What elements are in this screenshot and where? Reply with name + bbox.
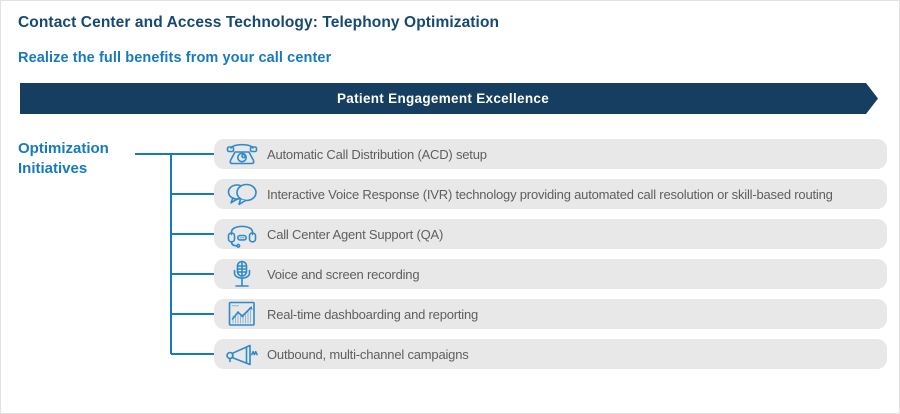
banner-label: Patient Engagement Excellence (336, 91, 550, 106)
initiative-row: Interactive Voice Response (IVR) technol… (214, 179, 887, 209)
initiative-label: Voice and screen recording (267, 266, 420, 282)
initiative-row: Real-time dashboarding and reporting (214, 299, 887, 329)
page-subtitle: Realize the full benefits from your call… (18, 50, 332, 66)
initiative-row: Automatic Call Distribution (ACD) setup (214, 139, 887, 169)
initiative-label: Automatic Call Distribution (ACD) setup (267, 146, 487, 162)
initiative-row: Call Center Agent Support (QA) (214, 219, 887, 249)
phone-icon (222, 141, 262, 167)
initiative-label: Outbound, multi-channel campaigns (267, 346, 469, 362)
chat-bubbles-icon (222, 181, 262, 207)
diagram-group-label: Optimization Initiatives (18, 140, 109, 177)
initiative-label: Call Center Agent Support (QA) (267, 226, 444, 242)
dashboard-chart-icon (222, 300, 262, 328)
page-title: Contact Center and Access Technology: Te… (18, 14, 500, 31)
microphone-icon (222, 260, 262, 289)
banner-arrow: Patient Engagement Excellence (20, 83, 878, 114)
headset-icon (222, 220, 262, 248)
megaphone-icon (222, 341, 262, 368)
initiative-row: Outbound, multi-channel campaigns (214, 339, 887, 369)
initiative-label: Real-time dashboarding and reporting (267, 306, 479, 322)
initiative-label: Interactive Voice Response (IVR) technol… (267, 186, 833, 202)
initiative-row: Voice and screen recording (214, 259, 887, 289)
